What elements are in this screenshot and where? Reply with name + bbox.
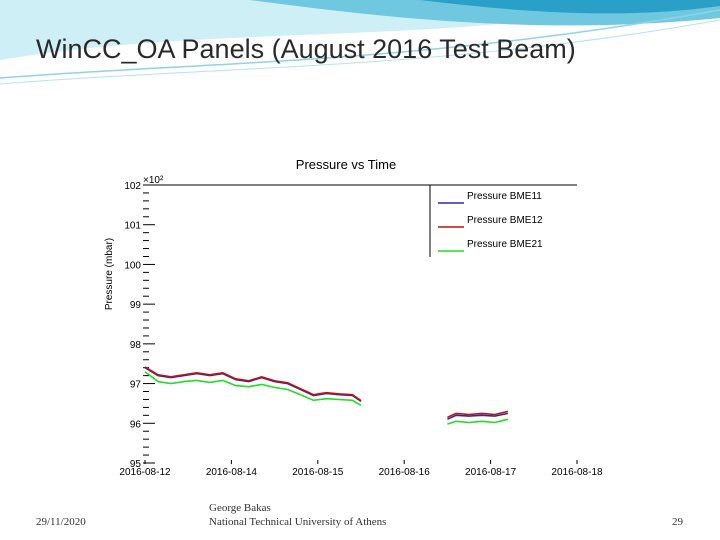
y-tick-label: 97 [130, 380, 142, 391]
series-line-1 [144, 366, 362, 402]
pressure-chart: Pressure vs Time Pressure (mbar) ×10² 95 96 9… [104, 157, 603, 478]
y-axis-label: Pressure (mbar) [104, 238, 115, 310]
y-tick-label: 100 [124, 260, 141, 271]
x-tick-label: 2016-08-15 [292, 467, 344, 478]
x-tick-label: 2016-08-14 [206, 467, 258, 478]
series-line-1 [447, 410, 509, 419]
x-tick-label: 2016-08-12 [119, 467, 171, 478]
y-tick-label: 101 [124, 221, 141, 232]
footer-affiliation: National Technical University of Athens [209, 516, 387, 528]
chart-panel: Pressure vs Time Pressure (mbar) ×10² 95 96 9… [88, 150, 603, 493]
footer-date: 29/11/2020 [36, 516, 86, 528]
footer-author-block: George Bakas National Technical Universi… [209, 501, 386, 529]
series-line-0 [447, 412, 509, 421]
y-tick-label: 95 [130, 459, 142, 470]
banner-line [0, 9, 720, 79]
legend-entry: Pressure BME21 [467, 239, 543, 250]
chart-title: Pressure vs Time [296, 157, 396, 172]
page-number: 29 [672, 516, 683, 528]
legend-entry: Pressure BME12 [467, 215, 543, 226]
footer-author: George Bakas [209, 502, 271, 514]
banner-line [0, 19, 720, 85]
y-tick-label: 96 [130, 419, 142, 430]
series-line-0 [144, 367, 362, 403]
x-tick-label: 2016-08-17 [465, 467, 517, 478]
series-line-2 [144, 371, 362, 407]
y-tick-label: 102 [124, 181, 141, 192]
series-line-2 [447, 418, 509, 425]
y-tick-label: 99 [130, 300, 142, 311]
x-tick-label: 2016-08-18 [551, 467, 603, 478]
header-banner [0, 0, 720, 85]
y-tick-label: 98 [130, 340, 142, 351]
x-tick-label: 2016-08-16 [379, 467, 431, 478]
banner-wave-dark [420, 0, 720, 14]
legend-entry: Pressure BME11 [467, 191, 542, 202]
y-axis-multiplier: ×10² [143, 175, 164, 186]
slide-title: WinCC_OA Panels (August 2016 Test Beam) [36, 34, 576, 64]
